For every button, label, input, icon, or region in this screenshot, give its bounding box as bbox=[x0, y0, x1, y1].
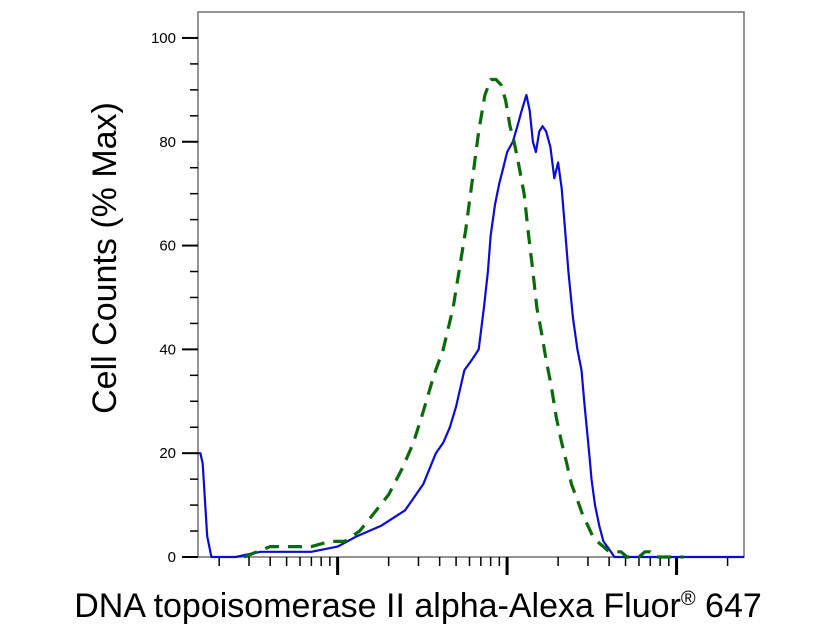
y-axis-title: Cell Counts (% Max) bbox=[86, 102, 124, 414]
control-histogram-line bbox=[243, 77, 684, 559]
x-axis-title-main: DNA topoisomerase II alpha-Alexa Fluor bbox=[74, 587, 681, 625]
series-layer bbox=[198, 77, 744, 559]
y-tick-label: 100 bbox=[151, 30, 176, 47]
y-axis-ticks: 0 20 40 60 80 100 bbox=[151, 30, 198, 566]
plot-frame bbox=[197, 11, 745, 558]
x-axis-title-suffix: 647 bbox=[696, 587, 762, 625]
x-axis-title: DNA topoisomerase II alpha-Alexa Fluor® … bbox=[74, 587, 762, 625]
y-tick-label: 60 bbox=[159, 238, 176, 255]
y-tick-label: 40 bbox=[159, 341, 176, 358]
sample-histogram-line bbox=[198, 93, 744, 559]
y-tick-label: 0 bbox=[168, 549, 176, 566]
x-axis-ticks bbox=[218, 557, 729, 575]
y-tick-label: 80 bbox=[159, 134, 176, 151]
y-tick-label: 20 bbox=[159, 445, 176, 462]
x-axis-title-registered: ® bbox=[681, 588, 696, 610]
